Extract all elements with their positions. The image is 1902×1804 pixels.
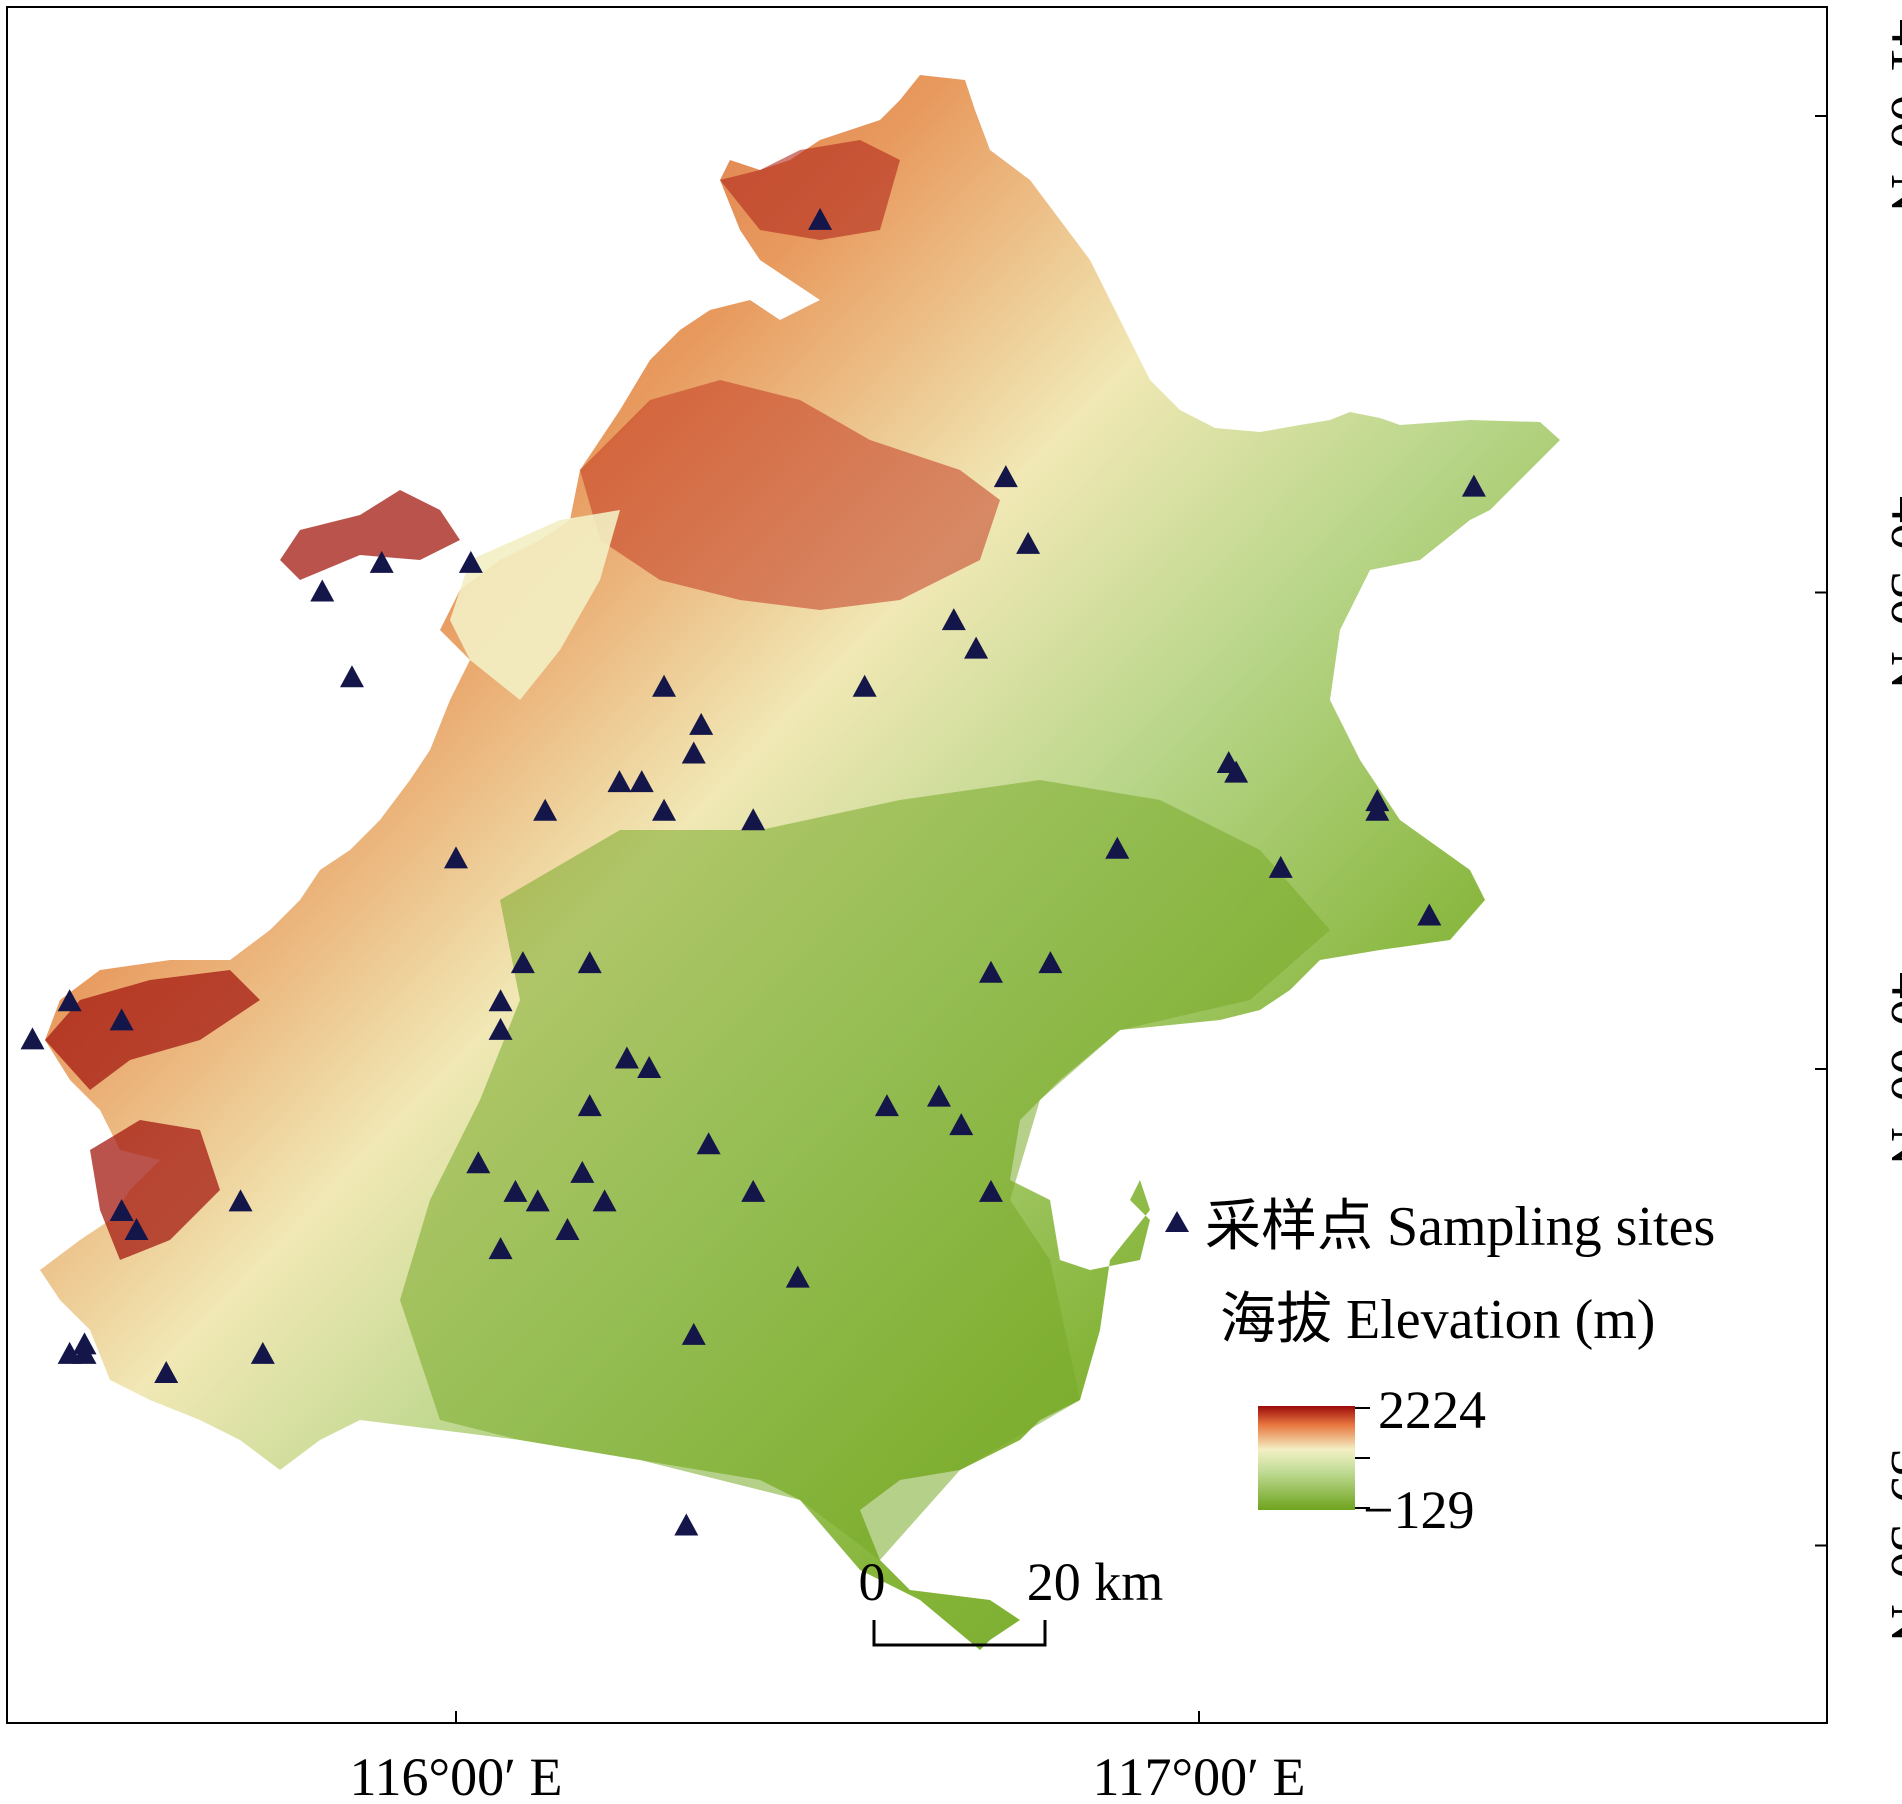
sampling-site-marker	[674, 1513, 699, 1536]
y-tick-label-40-30: 40°30′ N	[1880, 496, 1902, 690]
sampling-site-marker	[741, 1179, 766, 1202]
sampling-site-marker	[488, 989, 513, 1012]
sampling-site-marker	[741, 808, 766, 831]
y-tick-label-40: 40°00′ N	[1880, 972, 1902, 1166]
sampling-site-marker	[637, 1056, 662, 1078]
sampling-site-marker	[533, 798, 558, 821]
sampling-site-marker	[458, 550, 483, 573]
sampling-site-marker	[874, 1094, 899, 1117]
sampling-site-marker	[488, 1237, 513, 1260]
legend-site-symbol	[1165, 1211, 1189, 1232]
sampling-site-marker	[978, 1179, 1003, 1202]
sampling-site-marker	[1224, 760, 1249, 783]
sampling-site-marker	[926, 1084, 951, 1107]
sampling-site-marker	[525, 1189, 550, 1212]
sampling-site-marker	[614, 1046, 639, 1069]
sampling-site-marker	[577, 1094, 602, 1117]
sampling-site-marker	[1417, 903, 1442, 926]
legend-sites-label: 采样点 Sampling sites	[1205, 1196, 1715, 1258]
sampling-site-marker	[652, 674, 677, 697]
sampling-site-marker	[555, 1218, 580, 1241]
elevation-min-label: −129	[1363, 1480, 1474, 1540]
north-ridges	[580, 380, 1000, 610]
sampling-site-marker	[978, 960, 1003, 983]
scale-bar	[872, 1620, 1047, 1647]
elevation-max-label: 2224	[1378, 1380, 1486, 1440]
sampling-site-marker	[444, 846, 468, 869]
sampling-site-marker	[1105, 836, 1130, 859]
sampling-site-marker	[696, 1132, 721, 1155]
sampling-site-marker	[964, 636, 989, 659]
sampling-site-marker	[629, 770, 654, 793]
sampling-site-marker	[310, 579, 335, 602]
sampling-site-marker	[570, 1160, 595, 1183]
elevation-colorbar	[1258, 1406, 1355, 1510]
sampling-site-marker	[466, 1151, 491, 1174]
sampling-site-marker	[852, 674, 877, 697]
sampling-site-marker	[681, 741, 706, 764]
sampling-site-marker	[785, 1265, 810, 1288]
sampling-site-marker	[577, 951, 602, 974]
sampling-site-marker	[109, 1198, 134, 1221]
x-tick-label-117: 117°00′ E	[1093, 1747, 1306, 1804]
scale-bar-end-label: 20 km	[1027, 1552, 1164, 1612]
sampling-site-marker	[652, 798, 677, 821]
sampling-site-marker	[154, 1360, 179, 1383]
legend-elevation-title: 海拔 Elevation (m)	[1220, 1289, 1655, 1351]
west-mountains	[45, 970, 260, 1260]
sampling-site-marker	[689, 712, 714, 735]
sampling-site-marker	[681, 1322, 706, 1345]
x-tick-label-116: 116°00′ E	[350, 1747, 563, 1804]
sampling-site-marker	[607, 770, 632, 793]
sampling-site-marker	[369, 550, 394, 573]
north-peak	[720, 140, 900, 240]
sampling-site-marker	[1038, 951, 1063, 974]
sampling-site-marker	[57, 989, 82, 1012]
y-tick-label-39-30: 39°30′ N	[1880, 1449, 1902, 1643]
plain	[400, 780, 1330, 1560]
sampling-site-marker	[339, 665, 364, 688]
sampling-site-marker	[72, 1341, 97, 1364]
sampling-site-marker	[993, 465, 1018, 488]
scale-bar-start-label: 0	[859, 1552, 886, 1612]
sampling-site-marker	[510, 951, 535, 974]
sampling-site-marker	[503, 1179, 528, 1202]
northwest-plateau	[450, 510, 620, 700]
sampling-site-marker	[592, 1189, 617, 1212]
y-tick-label-41: 41°00′ N	[1880, 19, 1902, 213]
sampling-site-marker	[1461, 474, 1486, 497]
sampling-site-marker	[228, 1189, 253, 1212]
sampling-site-marker	[488, 1017, 513, 1040]
sampling-site-marker	[20, 1027, 45, 1050]
sampling-site-marker	[941, 608, 966, 631]
sampling-site-marker	[124, 1218, 149, 1241]
sampling-site-marker	[1016, 531, 1041, 554]
northwest-mountains	[280, 490, 460, 580]
sampling-site-marker	[109, 1008, 134, 1031]
sampling-site-marker	[250, 1341, 275, 1364]
sampling-site-marker	[1365, 798, 1390, 821]
sampling-site-marker	[1268, 855, 1293, 878]
sampling-site-marker	[949, 1113, 974, 1136]
sampling-site-marker	[808, 207, 833, 230]
